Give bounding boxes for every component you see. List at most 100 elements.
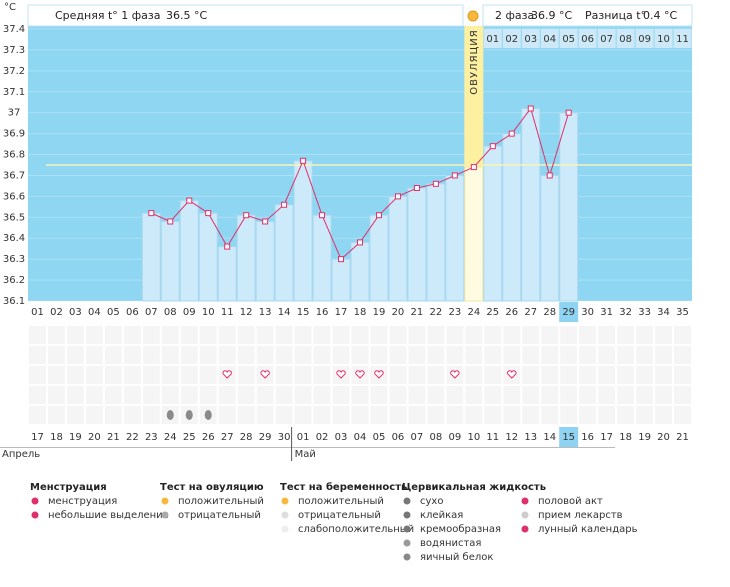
- date-label: 19: [638, 432, 651, 443]
- x-tick-label: 18: [354, 307, 367, 318]
- symbol-cell: [294, 406, 312, 424]
- month-label: Май: [295, 449, 316, 460]
- date-label: 27: [221, 432, 234, 443]
- symbol-cell: [294, 366, 312, 384]
- symbol-cell: [123, 386, 141, 404]
- symbol-cell: [294, 346, 312, 364]
- x-tick-label: 27: [524, 307, 537, 318]
- symbol-cell: [161, 366, 179, 384]
- symbol-cell: [237, 406, 255, 424]
- symbol-cell: [503, 326, 521, 344]
- x-tick-label: 04: [88, 307, 101, 318]
- symbol-cell: [370, 406, 388, 424]
- symbol-cell: [313, 326, 331, 344]
- x-tick-label: 06: [126, 307, 139, 318]
- y-tick-label: 37.1: [3, 87, 25, 98]
- symbol-cell: [522, 366, 540, 384]
- egg-white-icon: [204, 410, 212, 420]
- symbol-cell: [655, 366, 673, 384]
- temperature-point: [432, 180, 439, 187]
- symbol-cell: [408, 406, 426, 424]
- symbol-cell: [237, 386, 255, 404]
- y-tick-label: 37.2: [3, 66, 25, 77]
- symbol-cell: [655, 386, 673, 404]
- legend-item: положительный: [298, 496, 384, 507]
- date-label: 08: [430, 432, 443, 443]
- x-tick-label: 31: [600, 307, 613, 318]
- symbol-cell: [218, 326, 236, 344]
- symbol-cell: [142, 366, 160, 384]
- bar: [559, 112, 579, 302]
- symbol-cell: [522, 406, 540, 424]
- symbol-cell: [142, 326, 160, 344]
- y-tick-label: 37.3: [3, 45, 25, 56]
- bar: [407, 187, 427, 302]
- symbol-cell: [104, 346, 122, 364]
- bar: [255, 220, 275, 302]
- symbol-cell: [389, 406, 407, 424]
- symbol-cell: [655, 326, 673, 344]
- bar: [160, 220, 180, 302]
- legend-item: водянистая: [420, 538, 481, 549]
- legend-icon: [161, 497, 169, 505]
- temperature-point: [413, 185, 420, 192]
- symbol-cell: [123, 366, 141, 384]
- bar: [483, 145, 503, 302]
- symbol-cell: [408, 386, 426, 404]
- dpo-label: 10: [657, 34, 670, 45]
- date-label: 20: [657, 432, 670, 443]
- symbol-cell: [332, 386, 350, 404]
- header-value: 36.5 °C: [166, 9, 207, 22]
- header-value: 36.9 °C: [531, 9, 572, 22]
- date-label: 14: [543, 432, 556, 443]
- symbol-cell: [503, 406, 521, 424]
- legend-item: клейкая: [420, 510, 463, 521]
- symbol-cell: [332, 346, 350, 364]
- symbol-cell: [29, 346, 46, 364]
- y-tick-label: 37: [8, 108, 21, 119]
- legend-icon: [521, 511, 529, 519]
- y-tick-label: 36.6: [3, 191, 25, 202]
- symbol-cell: [484, 326, 502, 344]
- symbol-cell: [541, 386, 559, 404]
- symbol-cell: [275, 346, 293, 364]
- symbol-cell: [465, 386, 483, 404]
- symbol-cell: [199, 386, 217, 404]
- dpo-label: 06: [581, 34, 594, 45]
- legend-icon: [521, 525, 529, 533]
- date-label: 20: [88, 432, 101, 443]
- bar: [274, 204, 294, 302]
- symbol-cell: [180, 386, 198, 404]
- symbol-cell: [351, 406, 369, 424]
- symbol-cell: [85, 366, 103, 384]
- temperature-point: [546, 172, 553, 179]
- dpo-cell: [578, 29, 597, 48]
- x-tick-label: 30: [581, 307, 594, 318]
- symbol-cell: [199, 326, 217, 344]
- symbol-cell: [104, 366, 122, 384]
- y-tick-label: 36.9: [3, 129, 25, 140]
- symbol-cell: [427, 406, 445, 424]
- symbol-cell: [47, 326, 65, 344]
- temperature-point: [281, 201, 288, 208]
- header-label: Разница t°: [585, 9, 646, 22]
- symbol-cell: [370, 386, 388, 404]
- symbol-cell: [636, 366, 654, 384]
- legend-icon: [521, 497, 529, 505]
- intercourse-icon: [222, 370, 232, 379]
- temperature-point: [262, 218, 269, 225]
- dpo-label: 11: [676, 34, 689, 45]
- symbol-cell: [275, 406, 293, 424]
- y-tick-label: 36.2: [3, 275, 25, 286]
- symbol-cell: [256, 386, 274, 404]
- symbol-cell: [85, 346, 103, 364]
- sun-icon: [467, 10, 479, 22]
- temperature-point: [167, 218, 174, 225]
- symbol-cell: [636, 386, 654, 404]
- bar: [312, 214, 332, 302]
- legend-icon: [281, 511, 289, 519]
- symbol-cell: [29, 406, 46, 424]
- symbol-cell: [85, 406, 103, 424]
- symbol-cell: [579, 326, 597, 344]
- y-tick-label: 36.5: [3, 212, 25, 223]
